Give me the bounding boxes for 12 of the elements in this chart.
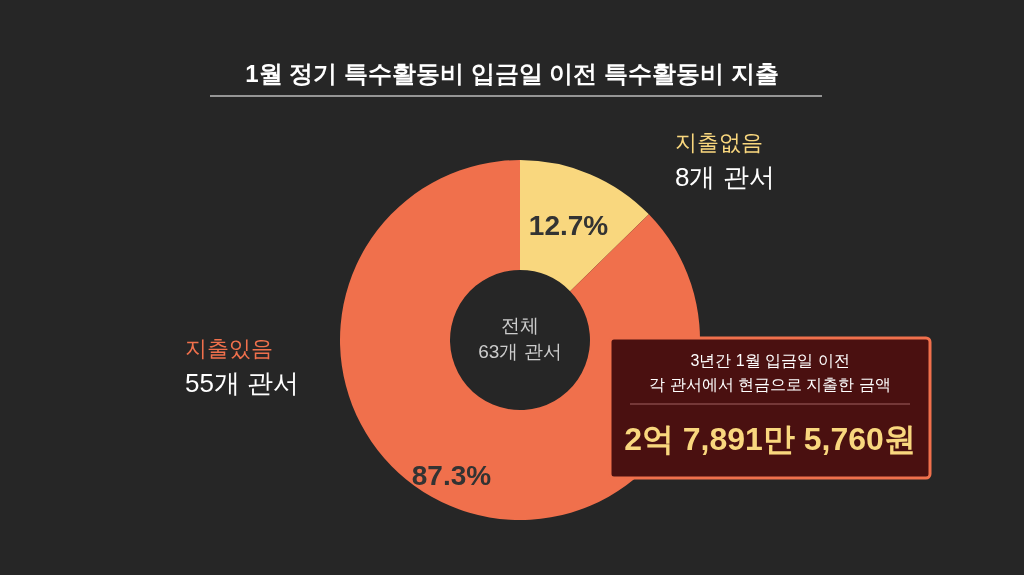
title: 1월 정기 특수활동비 입금일 이전 특수활동비 지출 (245, 60, 779, 87)
value-label: 87.3% (411, 460, 492, 492)
annotation: 전체 (501, 315, 539, 336)
annotation: 2억 7,891만 5,760원 (624, 421, 916, 457)
annotation: 8개 관서 (675, 162, 775, 192)
value-label: 12.7% (528, 209, 609, 241)
annotation: 63개 관서 (478, 341, 562, 362)
category-label: 지출있음 (185, 336, 273, 361)
annotation: 각 관서에서 현금으로 지출한 금액 (649, 376, 891, 393)
annotation: 3년간 1월 입금일 이전 (690, 352, 850, 369)
category-label: 지출없음 (675, 130, 763, 155)
annotation: 55개 관서 (185, 368, 300, 398)
